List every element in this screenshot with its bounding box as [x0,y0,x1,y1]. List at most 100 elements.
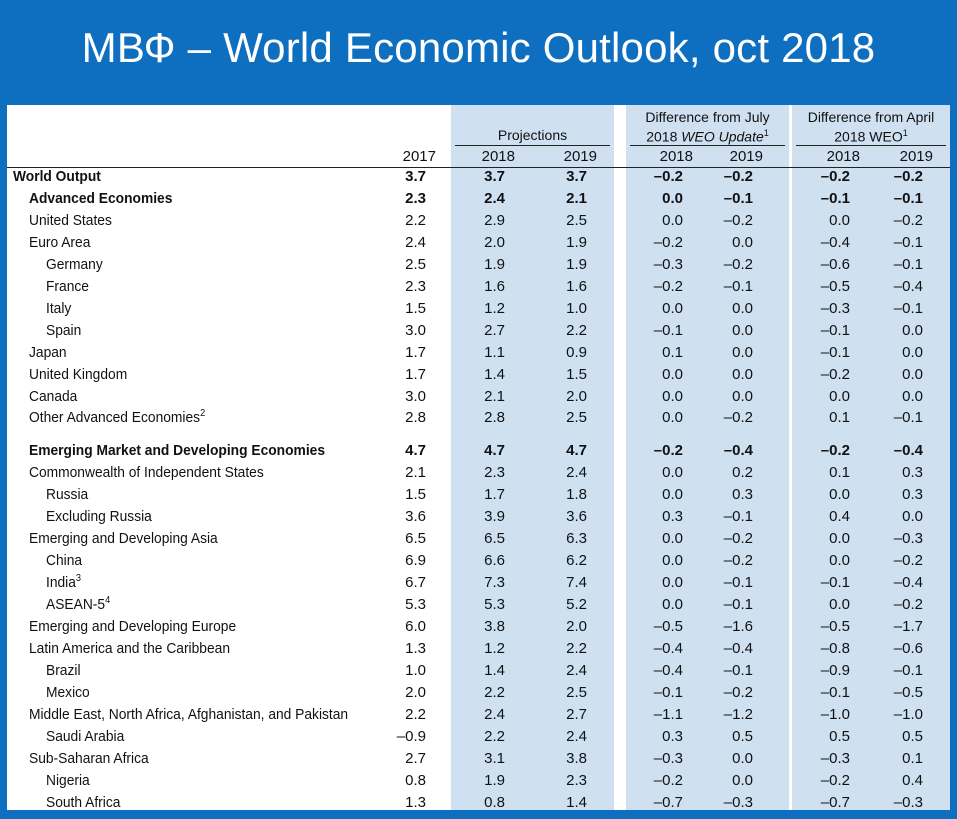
table-cell: 0.0 [662,552,683,570]
july-diff-header: Difference from July 2018 WEO Update1 [645,109,770,145]
table-cell: 0.0 [662,464,683,482]
table-cell: 1.5 [566,365,587,383]
year-header-proj-2018: 2018 [481,148,515,165]
row-label: Emerging Market and Developing Economies [29,440,325,462]
table-cell: –0.2 [820,168,850,185]
year-header-july-2019: 2019 [729,148,763,165]
table-cell: –0.2 [820,442,850,460]
table-cell: –0.1 [893,255,923,273]
table-cell: 2.2 [484,727,505,745]
table-cell: 2.3 [484,464,505,482]
table-cell: 2.3 [566,771,587,789]
table-row: Canada 3.0 2.1 2.0 0.0 0.0 0.0 0.0 [7,386,950,408]
table-cell: 1.6 [484,277,505,295]
table-cell: –0.1 [653,321,683,339]
table-cell: 7.4 [566,574,587,592]
table-cell: –1.2 [723,705,753,723]
table-cell: –0.2 [653,442,683,460]
row-label: Middle East, North Africa, Afghanistan, … [29,704,348,726]
table-cell: 0.0 [732,749,753,767]
table-cell: –1.7 [893,618,923,635]
row-label-text: Italy [46,299,72,317]
table-cell: 2.7 [566,705,587,723]
row-label: Euro Area [29,232,90,254]
table-cell: –0.2 [723,168,753,185]
april-diff-header: Difference from April 2018 WEO1 [807,109,935,145]
table-cell: 0.2 [732,464,753,482]
year-header-proj-2019: 2019 [563,148,597,165]
table-cell: –0.2 [653,233,683,251]
table-cell: 1.9 [484,255,505,273]
table-cell: 0.0 [829,211,850,229]
table-row: Advanced Economies 2.3 2.4 2.1 0.0 –0.1 –0.1 –0… [7,188,950,210]
table-cell: 0.0 [662,574,683,592]
table-cell: 1.7 [405,343,426,361]
row-label: United States [29,210,112,232]
april-header-rule [796,145,946,146]
row-label-text: United States [29,211,112,229]
title-bar: МВФ – World Economic Outlook, oct 2018 [0,0,957,104]
table-cell: 0.0 [732,771,753,789]
table-cell: 1.7 [484,486,505,504]
table-cell: 2.5 [566,409,587,427]
table-cell: –0.1 [723,508,753,526]
table-cell: 0.8 [484,793,505,811]
table-cell: 2.7 [405,749,426,767]
year-header-april-2018: 2018 [826,148,860,165]
row-label-text: Japan [29,343,67,361]
table-row: United States 2.2 2.9 2.5 0.0 –0.2 0.0 –0.2 [7,210,950,232]
table-cell: 0.0 [662,387,683,405]
year-header-july-2018: 2018 [659,148,693,165]
table-row: Latin America and the Caribbean 1.3 1.2 2.2… [7,638,950,660]
table-cell: 0.3 [662,727,683,745]
table-cell: –0.1 [723,277,753,295]
row-label: Emerging and Developing Europe [29,616,236,638]
projections-header-rule [455,145,610,146]
table-cell: 0.8 [405,771,426,789]
table-cell: –1.0 [893,705,923,723]
table-cell: 6.3 [566,530,587,548]
table-cell: 3.8 [484,618,505,635]
row-label-text: Euro Area [29,233,91,251]
table-cell: 0.9 [566,343,587,361]
table-cell: 0.1 [902,749,923,767]
table-cell: 0.0 [902,365,923,383]
row-label-text: World Output [13,168,101,185]
projections-shading [451,105,614,810]
row-label-text: Latin America and the Caribbean [29,639,231,657]
table-row: Japan 1.7 1.1 0.9 0.1 0.0 –0.1 0.0 [7,342,950,364]
table-cell: –0.1 [893,233,923,251]
table-cell: 1.2 [484,639,505,657]
header-bottom-rule [7,167,950,168]
row-label-text: South Africa [46,793,121,811]
row-label: Saudi Arabia [46,726,124,748]
table-cell: 3.6 [566,508,587,526]
table-row: South Africa 1.3 0.8 1.4 –0.7 –0.3 –0.7 –0.3 [7,792,950,814]
table-cell: 1.4 [484,365,505,383]
table-cell: 2.3 [405,277,426,295]
year-header-2017: 2017 [402,148,436,165]
table-cell: 1.9 [566,233,587,251]
table-cell: 3.7 [484,168,505,185]
row-label-text: Middle East, North Africa, Afghanistan, … [29,705,349,723]
table-cell: –0.1 [893,661,923,679]
table-cell: 0.0 [662,530,683,548]
table-cell: 6.5 [405,530,426,548]
table-cell: –0.2 [820,771,850,789]
table-row: United Kingdom 1.7 1.4 1.5 0.0 0.0 –0.2 0.0 [7,364,950,386]
table-cell: 0.3 [662,508,683,526]
table-cell: 3.0 [405,321,426,339]
table-cell: 0.4 [902,771,923,789]
table-cell: 1.0 [405,661,426,679]
row-label-text: Advanced Economies [29,189,173,207]
table-cell: 0.5 [732,727,753,745]
row-label-text: India [46,574,76,592]
table-cell: –0.2 [893,552,923,570]
row-label-text: United Kingdom [29,365,128,383]
table-cell: 2.0 [405,683,426,701]
row-label-text: Other Advanced Economies [29,409,201,427]
table-cell: –0.2 [893,211,923,229]
table-cell: 1.7 [405,365,426,383]
table-row: Mexico 2.0 2.2 2.5 –0.1 –0.2 –0.1 –0.5 [7,682,950,704]
table-cell: 3.9 [484,508,505,526]
